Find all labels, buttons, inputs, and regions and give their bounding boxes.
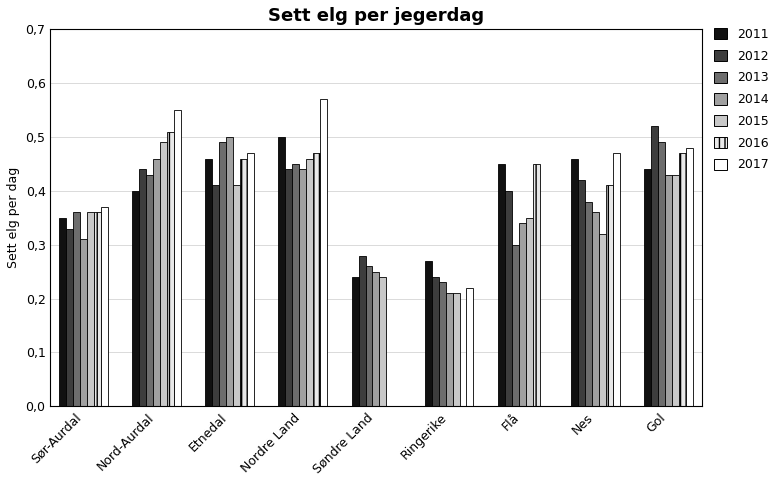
- Bar: [299, 170, 306, 406]
- Bar: [226, 137, 233, 406]
- Bar: [285, 170, 292, 406]
- Bar: [313, 153, 320, 406]
- Bar: [525, 218, 532, 406]
- Bar: [240, 158, 247, 406]
- Bar: [352, 277, 359, 406]
- Bar: [94, 213, 101, 406]
- Bar: [320, 99, 327, 406]
- Bar: [453, 293, 460, 406]
- Bar: [59, 218, 66, 406]
- Bar: [247, 153, 254, 406]
- Bar: [439, 283, 446, 406]
- Bar: [167, 131, 174, 406]
- Bar: [505, 191, 512, 406]
- Bar: [644, 170, 651, 406]
- Bar: [599, 234, 606, 406]
- Bar: [66, 228, 73, 406]
- Bar: [233, 185, 240, 406]
- Bar: [592, 213, 599, 406]
- Bar: [366, 266, 373, 406]
- Bar: [585, 201, 592, 406]
- Bar: [278, 137, 285, 406]
- Bar: [212, 185, 219, 406]
- Bar: [432, 277, 439, 406]
- Bar: [571, 158, 578, 406]
- Bar: [498, 164, 505, 406]
- Bar: [578, 180, 585, 406]
- Bar: [686, 148, 693, 406]
- Bar: [101, 207, 108, 406]
- Bar: [205, 158, 212, 406]
- Bar: [380, 277, 387, 406]
- Legend: 2011, 2012, 2013, 2014, 2015, 2016, 2017: 2011, 2012, 2013, 2014, 2015, 2016, 2017: [715, 28, 769, 171]
- Bar: [613, 153, 620, 406]
- Bar: [373, 271, 380, 406]
- Bar: [446, 293, 453, 406]
- Bar: [153, 158, 160, 406]
- Bar: [679, 153, 686, 406]
- Bar: [219, 142, 226, 406]
- Bar: [425, 261, 432, 406]
- Bar: [174, 110, 181, 406]
- Bar: [665, 175, 672, 406]
- Bar: [672, 175, 679, 406]
- Bar: [658, 142, 665, 406]
- Bar: [359, 256, 366, 406]
- Bar: [132, 191, 139, 406]
- Y-axis label: Sett elg per dag: Sett elg per dag: [7, 167, 20, 269]
- Bar: [512, 245, 518, 406]
- Bar: [80, 240, 87, 406]
- Bar: [139, 170, 146, 406]
- Bar: [87, 213, 94, 406]
- Bar: [146, 175, 153, 406]
- Bar: [292, 164, 299, 406]
- Bar: [606, 185, 613, 406]
- Bar: [306, 158, 313, 406]
- Bar: [518, 223, 525, 406]
- Bar: [651, 126, 658, 406]
- Title: Sett elg per jegerdag: Sett elg per jegerdag: [268, 7, 484, 25]
- Bar: [160, 142, 167, 406]
- Bar: [532, 164, 539, 406]
- Bar: [467, 288, 474, 406]
- Bar: [73, 213, 80, 406]
